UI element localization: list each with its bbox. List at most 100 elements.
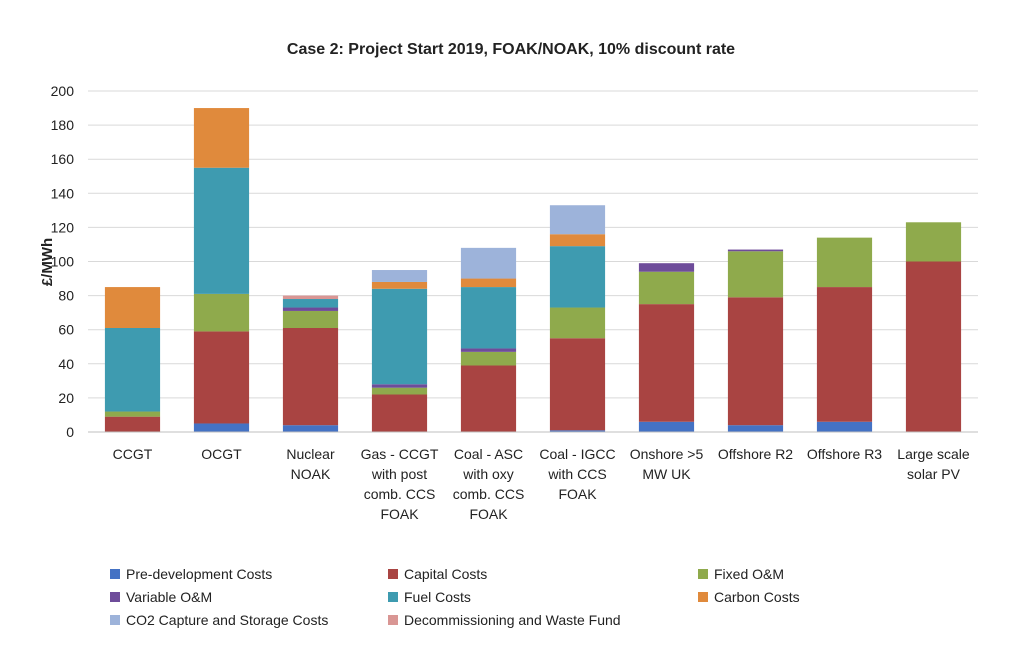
bar-segment [282, 299, 339, 308]
x-category-label: Offshore R3 [807, 446, 882, 462]
x-category-label: Onshore >5 MW UK [630, 446, 704, 482]
bar-segment [460, 287, 517, 349]
x-category-label-line: Coal - ASC [454, 446, 523, 462]
y-tick-label: 180 [51, 117, 75, 133]
bar-segment [549, 234, 606, 247]
y-tick-label: 40 [58, 356, 74, 372]
x-category-label-line: FOAK [380, 506, 419, 522]
bar-segment [282, 425, 339, 432]
y-tick-label: 160 [51, 151, 75, 167]
bar-segment [371, 384, 428, 388]
x-category-label-line: comb. CCS [453, 486, 525, 502]
legend-label: Pre-development Costs [126, 566, 272, 582]
legend-swatch [698, 592, 708, 602]
x-category-label-line: Gas - CCGT [361, 446, 439, 462]
bar-segment [549, 307, 606, 339]
x-category-label-line: Offshore R3 [807, 446, 882, 462]
legend-item: Carbon Costs [698, 589, 800, 605]
bar-segment [193, 293, 250, 332]
x-category-label-line: MW UK [642, 466, 691, 482]
x-category-label-line: OCGT [201, 446, 242, 462]
bar-segment [727, 425, 784, 432]
x-category-label: CCGT [113, 446, 153, 462]
legend-item: Variable O&M [110, 589, 212, 605]
bar-segment [638, 421, 695, 432]
legend-swatch [388, 615, 398, 625]
bar-segment [549, 338, 606, 431]
x-category-label: Nuclear NOAK [286, 446, 335, 482]
x-category-label-line: FOAK [558, 486, 597, 502]
bar-segment [460, 351, 517, 366]
bar-segment [905, 222, 962, 262]
legend-label: CO2 Capture and Storage Costs [126, 612, 328, 628]
x-axis-categories: CCGT OCGT Nuclear NOAK Gas - CCGT with post co… [113, 446, 970, 522]
bar-segment [727, 249, 784, 252]
bar-segment [549, 205, 606, 235]
legend-swatch [388, 592, 398, 602]
bar-segment [104, 287, 161, 328]
x-category-label: Coal - ASC with oxy comb. CCS FOAK [453, 446, 525, 522]
y-tick-label: 80 [58, 288, 74, 304]
bar-segment [727, 251, 784, 298]
x-category-label-line: Nuclear [286, 446, 335, 462]
x-category-label: Large scale solar PV [897, 446, 970, 482]
legend-item: Fixed O&M [698, 566, 784, 582]
x-category-label-line: Large scale [897, 446, 970, 462]
bar-segment [371, 288, 428, 385]
x-category-label: OCGT [201, 446, 242, 462]
legend-swatch [110, 569, 120, 579]
bar-segment [104, 327, 161, 412]
bar-segment [193, 108, 250, 168]
bar-segment [460, 247, 517, 279]
bar-segment [460, 278, 517, 288]
bar-segment [104, 416, 161, 432]
bar-segment [104, 411, 161, 417]
y-tick-label: 200 [51, 83, 75, 99]
legend-label: Variable O&M [126, 589, 212, 605]
x-category-label: Coal - IGCC with CCS FOAK [539, 446, 615, 502]
bar-segment [727, 297, 784, 426]
bar-segment [460, 365, 517, 432]
y-tick-label: 100 [51, 254, 75, 270]
legend-label: Carbon Costs [714, 589, 800, 605]
x-category-label-line: Onshore >5 [630, 446, 704, 462]
bar-segment [371, 270, 428, 282]
x-category-label-line: Coal - IGCC [539, 446, 615, 462]
bar-segment [905, 261, 962, 432]
bars [104, 108, 962, 432]
legend-item: Fuel Costs [388, 589, 471, 605]
y-tick-label: 0 [66, 424, 74, 440]
legend-label: Fuel Costs [404, 589, 471, 605]
x-category-label-line: CCGT [113, 446, 153, 462]
y-tick-label: 20 [58, 390, 74, 406]
x-category-label-line: with CCS [547, 466, 606, 482]
bar-segment [193, 423, 250, 432]
x-category-label: Offshore R2 [718, 446, 793, 462]
y-axis-ticks: 0 20 40 60 80 100 120 140 160 180 200 [51, 83, 75, 440]
legend-swatch [110, 615, 120, 625]
bar-segment [282, 307, 339, 311]
x-category-label-line: with oxy [462, 466, 514, 482]
bar-segment [549, 430, 606, 432]
legend-swatch [388, 569, 398, 579]
bar-segment [282, 327, 339, 426]
bar-segment [371, 281, 428, 289]
legend-label: Fixed O&M [714, 566, 784, 582]
x-category-label-line: Offshore R2 [718, 446, 793, 462]
bar-segment [638, 263, 695, 272]
x-category-label-line: NOAK [291, 466, 331, 482]
bar-segment [282, 310, 339, 328]
legend-swatch [110, 592, 120, 602]
legend-swatch [698, 569, 708, 579]
bar-segment [371, 387, 428, 395]
legend-item: Pre-development Costs [110, 566, 272, 582]
bar-segment [193, 331, 250, 424]
bar-segment [816, 237, 873, 288]
bar-segment [371, 394, 428, 432]
x-category-label-line: FOAK [469, 506, 508, 522]
legend-item: Decommissioning and Waste Fund [388, 612, 621, 628]
legend-item: Capital Costs [388, 566, 487, 582]
bar-segment [638, 271, 695, 305]
y-tick-label: 120 [51, 219, 75, 235]
chart-title: Case 2: Project Start 2019, FOAK/NOAK, 1… [287, 41, 735, 58]
